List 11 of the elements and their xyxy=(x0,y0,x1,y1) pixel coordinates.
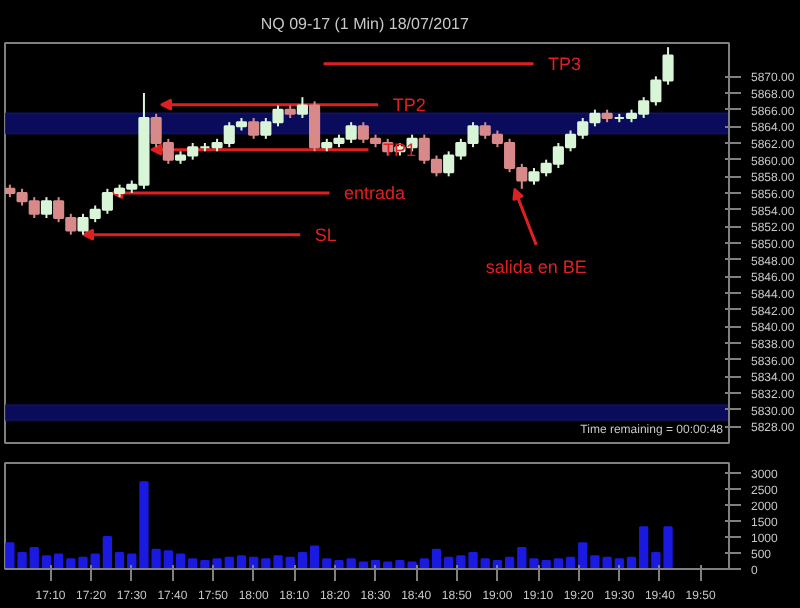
candlestick xyxy=(40,196,53,219)
annotation: TP2 xyxy=(392,94,426,115)
candlestick xyxy=(248,117,260,140)
annotation: TP1 xyxy=(382,139,416,160)
chart-title: NQ 09-17 (1 Min) 18/07/2017 xyxy=(260,15,470,33)
annotation: entrada xyxy=(343,183,405,203)
candlestick xyxy=(296,96,308,119)
annotation: SL xyxy=(314,224,337,245)
candlestick xyxy=(309,100,321,153)
ref-line-label: TP3 xyxy=(548,53,582,74)
annotation: salida en BE xyxy=(485,256,587,277)
